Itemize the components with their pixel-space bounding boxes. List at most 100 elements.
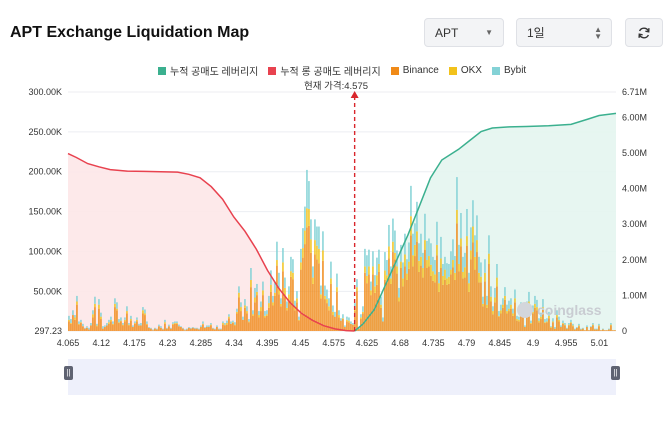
bar-binance [298,320,300,331]
slider-handle-right[interactable]: || [611,366,620,380]
bar-binance [308,225,310,331]
bar-binance [394,259,396,331]
bar-okx [258,315,260,318]
bar-bybit [514,289,516,299]
legend-item-short-cumulative[interactable]: 누적 공매도 레버리지 [158,63,258,78]
bar-bybit [548,311,550,316]
bar-bybit [566,327,568,329]
bar-bybit [112,321,114,324]
legend-item-binance[interactable]: Binance [390,63,439,78]
bar-bybit [478,256,480,273]
bar-binance [88,329,90,331]
bar-okx [372,266,374,275]
bar-binance [172,324,174,331]
bar-binance [502,307,504,331]
bar-bybit [422,252,424,268]
x-tick-label: 4.955 [555,338,578,348]
bar-bybit [286,301,288,308]
bar-okx [136,319,138,322]
bar-okx [310,239,312,253]
bar-bybit [360,314,362,318]
bar-binance [186,329,188,331]
bar-binance [82,326,84,331]
bar-okx [128,324,130,326]
bar-binance [570,323,572,331]
bar-bybit [564,323,566,325]
bar-binance [262,295,264,331]
bar-bybit [578,323,580,326]
legend-item-long-cumulative[interactable]: 누적 롱 공매도 레버리지 [268,63,381,78]
bar-okx [176,323,178,324]
coin-select[interactable]: APT ▼ [424,18,504,47]
bar-bybit [192,327,194,328]
refresh-button[interactable] [625,18,663,47]
bar-bybit [334,311,336,317]
bar-binance [522,314,524,331]
bar-bybit [368,249,370,267]
bar-okx [298,319,300,321]
bar-okx [404,254,406,267]
bar-binance [160,327,162,331]
bar-okx [276,260,278,266]
bar-okx [378,264,380,272]
range-slider-track[interactable] [68,359,616,395]
bar-bybit [436,221,438,245]
legend-item-bybit[interactable]: Bybit [491,63,526,78]
bar-okx [578,325,580,327]
liquidation-chart[interactable]: 300.00K 250.00K 200.00K 150.00K 100.00K 50.00… [0,0,665,360]
x-tick-label: 4.45 [292,338,310,348]
bar-binance [234,325,236,331]
bar-binance [138,325,140,331]
bar-binance [384,279,386,331]
bar-bybit [130,315,132,320]
bar-bybit [382,317,384,322]
bar-bybit [102,326,104,329]
bar-bybit [88,327,90,330]
y-left-tick-label: 100.00K [28,246,62,256]
short-cumulative-area [354,113,616,332]
bar-okx [202,323,204,325]
bar-binance [400,268,402,331]
bar-bybit [376,257,378,276]
bar-bybit [312,266,314,278]
bar-okx [164,322,166,324]
bar-binance [588,330,590,331]
bar-okx [228,316,230,319]
bar-bybit [494,287,496,298]
bar-binance [506,313,508,331]
slider-handle-left[interactable]: || [64,366,73,380]
bar-bybit [76,295,78,302]
bar-bybit [78,321,80,324]
bar-binance [240,311,242,331]
bar-bybit [540,312,542,317]
bar-bybit [134,321,136,324]
bar-binance [270,291,272,331]
bar-okx [288,294,290,300]
bar-bybit [214,328,216,330]
y-left-tick-label: 50.00K [33,286,62,296]
bar-bybit [508,300,510,309]
bar-binance [208,327,210,331]
bar-bybit [92,310,94,315]
bar-okx [442,275,444,285]
bar-okx [114,303,116,308]
current-price-label: 현재 가격:4.575 [304,81,369,92]
bar-bybit [598,323,600,326]
bar-okx [292,272,294,280]
bar-okx [396,266,398,274]
bar-okx [502,304,504,308]
bar-binance [464,277,466,331]
bar-okx [360,317,362,320]
bar-okx [370,290,372,296]
legend-item-okx[interactable]: OKX [448,63,482,78]
x-tick-label: 4.175 [123,338,146,348]
bar-bybit [314,219,316,241]
range-select[interactable]: 1일 ▲ ▼ [516,18,612,47]
bar-bybit [542,299,544,308]
bar-okx [394,252,396,260]
bar-binance [228,318,230,331]
bar-okx [260,307,262,312]
bar-bybit [126,306,128,312]
bar-okx [548,315,550,319]
bar-bybit [90,323,92,326]
